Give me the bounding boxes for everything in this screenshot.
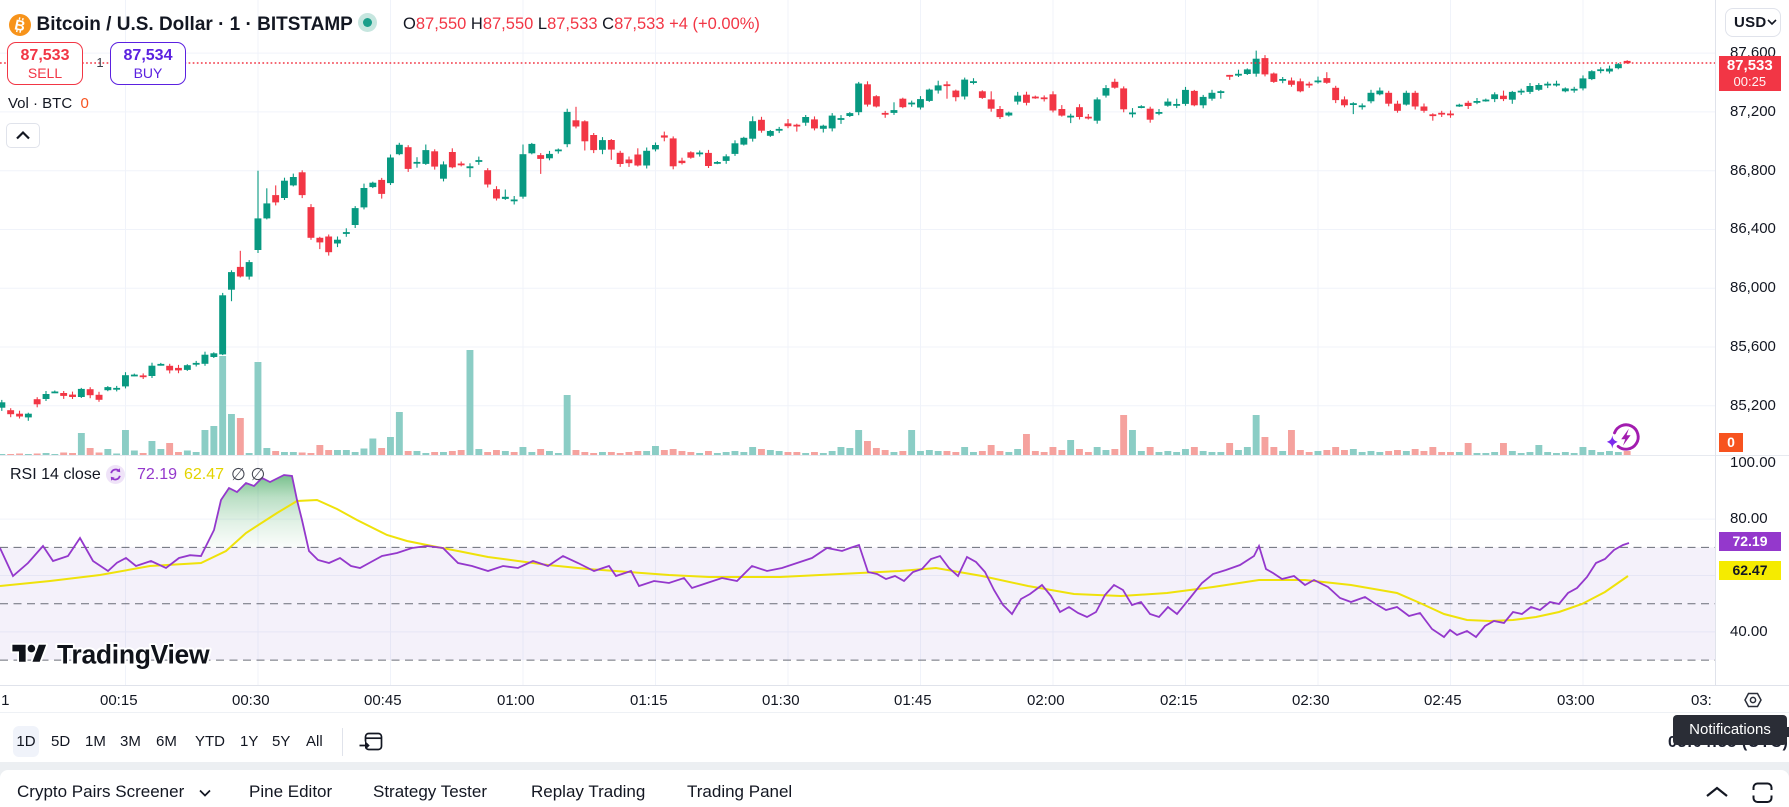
svg-text:TradingView: TradingView <box>57 640 210 670</box>
